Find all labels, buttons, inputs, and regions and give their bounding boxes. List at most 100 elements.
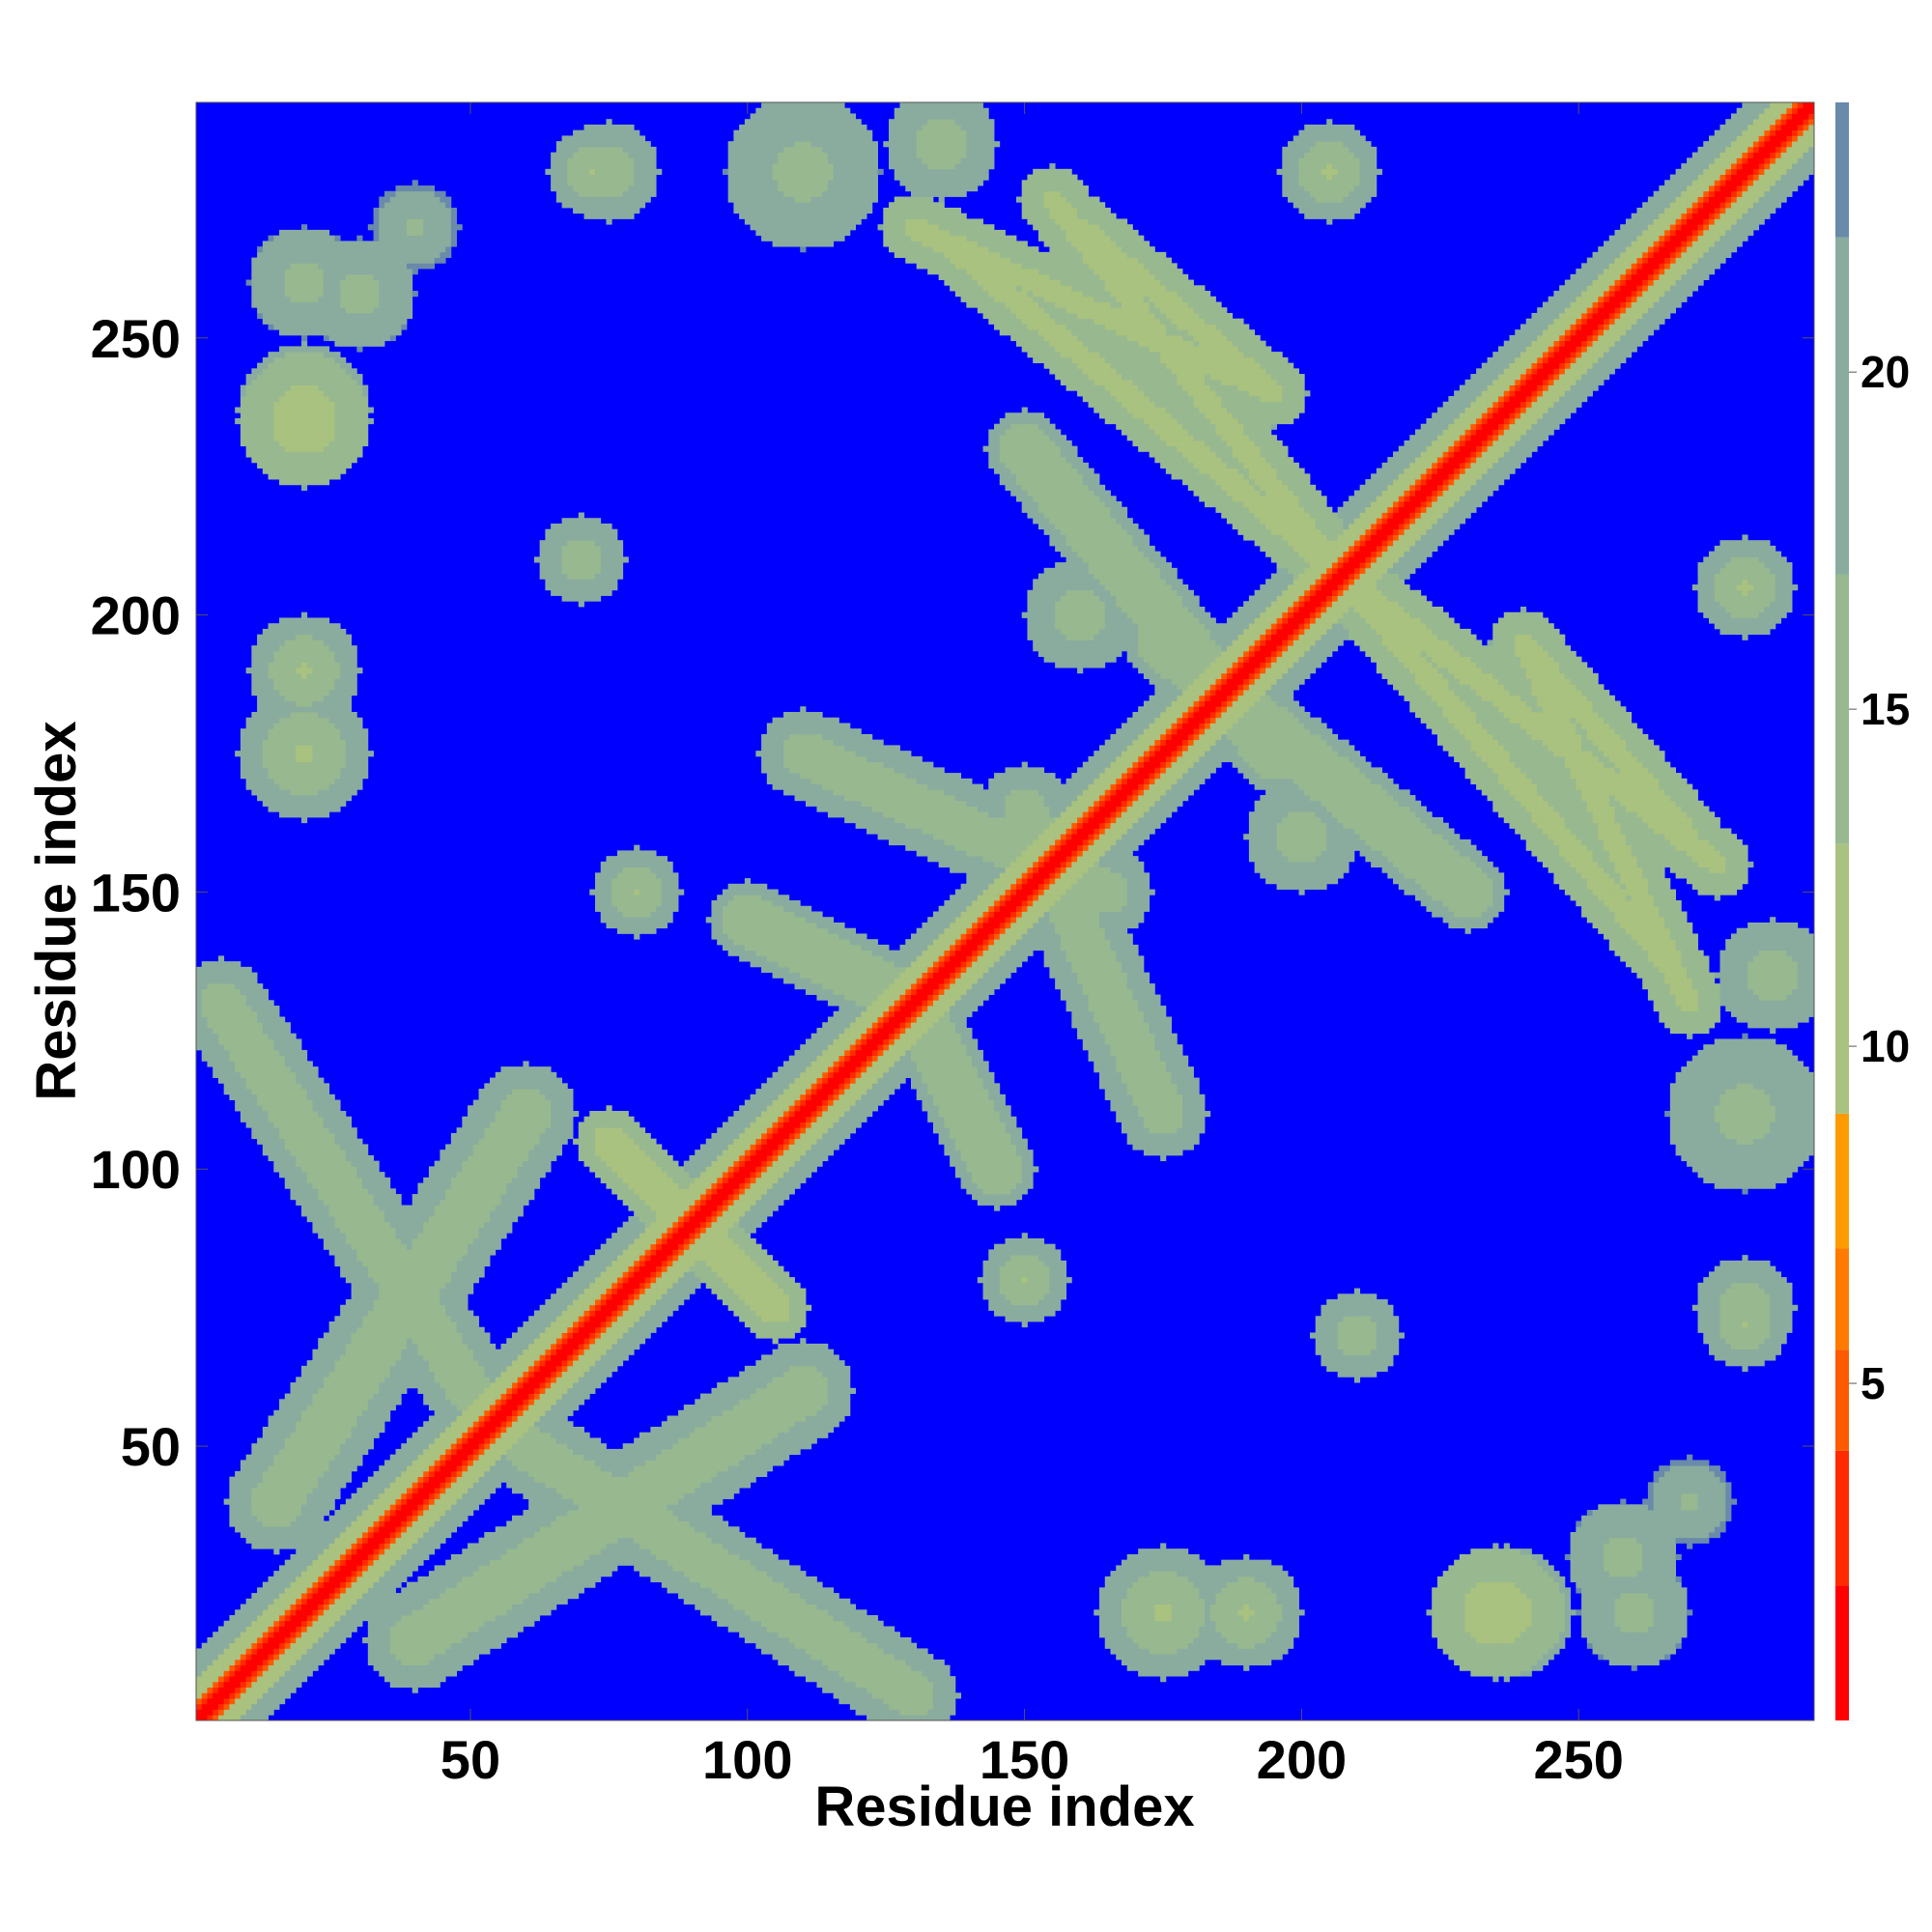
heatmap-cell bbox=[273, 1676, 279, 1682]
heatmap-cell bbox=[396, 1660, 402, 1665]
heatmap-cell bbox=[1160, 1670, 1166, 1676]
heatmap-cell bbox=[196, 1660, 202, 1665]
heatmap-cell bbox=[1177, 1660, 1182, 1665]
heatmap-cell bbox=[241, 1715, 246, 1720]
heatmap-cell bbox=[872, 1676, 878, 1682]
heatmap-cell bbox=[196, 1698, 202, 1704]
heatmap-cell bbox=[257, 1682, 263, 1688]
heatmap-cell bbox=[207, 1688, 213, 1693]
heatmap-cell bbox=[1182, 1660, 1188, 1665]
heatmap-cell bbox=[440, 1637, 445, 1643]
heatmap-cell bbox=[1237, 1648, 1243, 1654]
heatmap-cell bbox=[329, 1648, 335, 1654]
heatmap-cell bbox=[1593, 1643, 1599, 1649]
heatmap-cell bbox=[806, 1643, 811, 1649]
heatmap-cell bbox=[440, 1648, 445, 1654]
heatmap-cell bbox=[1210, 1648, 1216, 1654]
heatmap-cell bbox=[1659, 1654, 1664, 1660]
heatmap-cell bbox=[867, 1692, 872, 1698]
heatmap-cell bbox=[828, 1688, 834, 1693]
heatmap-cell bbox=[417, 1643, 423, 1649]
heatmap-cell bbox=[257, 1665, 263, 1671]
heatmap-cell bbox=[917, 1648, 923, 1654]
heatmap-cell bbox=[1188, 1660, 1194, 1665]
heatmap-cell bbox=[263, 1660, 269, 1665]
heatmap-cell bbox=[445, 1637, 451, 1643]
heatmap-cell bbox=[246, 1637, 252, 1643]
heatmap-cell bbox=[1448, 1648, 1454, 1654]
heatmap-cell bbox=[457, 1637, 463, 1643]
heatmap-cell bbox=[900, 1704, 906, 1710]
heatmap-cell bbox=[1504, 1648, 1510, 1654]
heatmap-cell bbox=[1482, 1660, 1488, 1665]
heatmap-cell bbox=[950, 1698, 955, 1704]
heatmap-cell bbox=[838, 1698, 844, 1704]
heatmap-cell bbox=[834, 1637, 839, 1643]
heatmap-cell bbox=[867, 1682, 872, 1688]
heatmap-cell bbox=[462, 1637, 468, 1643]
heatmap-cell bbox=[878, 1710, 884, 1716]
heatmap-cell bbox=[1488, 1665, 1493, 1671]
heatmap-cell bbox=[263, 1698, 269, 1704]
heatmap-cell bbox=[1515, 1654, 1520, 1660]
heatmap-cell bbox=[241, 1637, 246, 1643]
heatmap-cell bbox=[883, 1654, 889, 1660]
heatmap-cell bbox=[761, 1643, 767, 1649]
heatmap-cell bbox=[423, 1643, 429, 1649]
heatmap-cell bbox=[828, 1676, 834, 1682]
heatmap-cell bbox=[861, 1670, 867, 1676]
heatmap-cell bbox=[1277, 1654, 1283, 1660]
heatmap-cell bbox=[285, 1665, 291, 1671]
heatmap-cell bbox=[789, 1665, 795, 1671]
heatmap-cell bbox=[1194, 1643, 1200, 1649]
heatmap-cell bbox=[417, 1637, 423, 1643]
heatmap-cell bbox=[1470, 1654, 1476, 1660]
heatmap-cell bbox=[218, 1698, 224, 1704]
heatmap-cell bbox=[856, 1698, 862, 1704]
heatmap-cell bbox=[950, 1682, 955, 1688]
heatmap-cell bbox=[462, 1660, 468, 1665]
heatmap-cell bbox=[235, 1648, 241, 1654]
heatmap-cell bbox=[213, 1643, 218, 1649]
heatmap-cell bbox=[229, 1643, 235, 1649]
heatmap-cell bbox=[1531, 1665, 1537, 1671]
heatmap-cell bbox=[806, 1676, 811, 1682]
heatmap-cell bbox=[435, 1654, 440, 1660]
heatmap-cell bbox=[838, 1643, 844, 1649]
heatmap-cell bbox=[933, 1692, 939, 1698]
heatmap-cell bbox=[1620, 1648, 1626, 1654]
heatmap-cell bbox=[1476, 1670, 1482, 1676]
heatmap-cell bbox=[1553, 1648, 1559, 1654]
heatmap-cell bbox=[895, 1692, 900, 1698]
heatmap-cell bbox=[1199, 1660, 1205, 1665]
heatmap-cell bbox=[834, 1676, 839, 1682]
heatmap-cell bbox=[1670, 1648, 1676, 1654]
heatmap-cell bbox=[773, 1654, 779, 1660]
heatmap-cell bbox=[783, 1648, 789, 1654]
heatmap-cell bbox=[307, 1654, 313, 1660]
heatmap-cell bbox=[462, 1648, 468, 1654]
heatmap-cell bbox=[241, 1682, 246, 1688]
heatmap-cell bbox=[1144, 1643, 1150, 1649]
heatmap-cell bbox=[263, 1654, 269, 1660]
heatmap-cell bbox=[834, 1670, 839, 1676]
heatmap-cell bbox=[944, 1665, 950, 1671]
heatmap-cell bbox=[905, 1710, 911, 1716]
heatmap-cell bbox=[423, 1670, 429, 1676]
heatmap-cell bbox=[1454, 1660, 1460, 1665]
heatmap-cell bbox=[895, 1643, 900, 1649]
heatmap-cell bbox=[368, 1648, 374, 1654]
heatmap-cell bbox=[374, 1643, 380, 1649]
heatmap-cell bbox=[939, 1704, 945, 1710]
heatmap-cell bbox=[761, 1648, 767, 1654]
heatmap-cell bbox=[1492, 1670, 1498, 1676]
heatmap-cell bbox=[412, 1660, 418, 1665]
heatmap-cell bbox=[1526, 1654, 1532, 1660]
heatmap-cell bbox=[241, 1698, 246, 1704]
heatmap-cell bbox=[900, 1715, 906, 1720]
heatmap-cell bbox=[296, 1643, 301, 1649]
heatmap-cell bbox=[435, 1643, 440, 1649]
heatmap-cell bbox=[900, 1682, 906, 1688]
heatmap-cell bbox=[927, 1692, 933, 1698]
heatmap-cell bbox=[806, 1665, 811, 1671]
